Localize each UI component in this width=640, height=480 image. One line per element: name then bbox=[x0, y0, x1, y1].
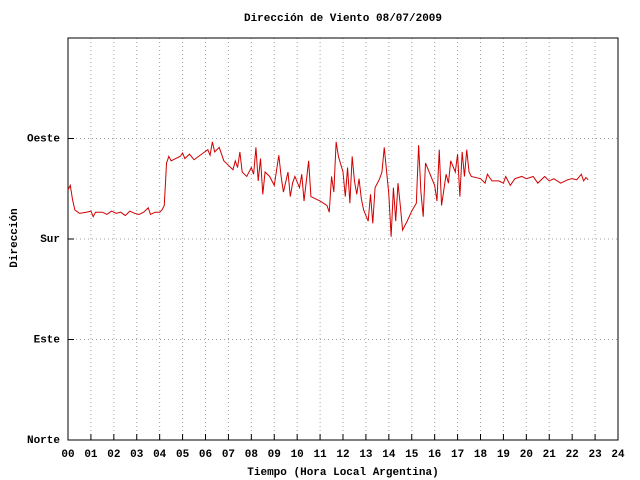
x-tick-label: 17 bbox=[451, 449, 464, 461]
x-tick-label: 21 bbox=[543, 449, 557, 461]
x-tick-label: 03 bbox=[130, 449, 144, 461]
x-tick-label: 08 bbox=[245, 449, 259, 461]
x-tick-label: 05 bbox=[176, 449, 190, 461]
x-tick-label: 00 bbox=[61, 449, 74, 461]
x-tick-label: 16 bbox=[428, 449, 441, 461]
plot-border bbox=[67, 37, 619, 441]
x-tick-label: 23 bbox=[588, 449, 602, 461]
x-tick-label: 13 bbox=[359, 449, 373, 461]
x-tick-label: 04 bbox=[153, 449, 167, 461]
x-tick-label: 11 bbox=[313, 449, 327, 461]
y-axis-label: Dirección bbox=[9, 208, 21, 267]
y-tick-label: Norte bbox=[27, 435, 60, 447]
x-tick-label: 10 bbox=[291, 449, 304, 461]
chart-title: Dirección de Viento 08/07/2009 bbox=[244, 13, 442, 25]
y-tick-label: Sur bbox=[40, 234, 60, 246]
x-tick-label: 18 bbox=[474, 449, 488, 461]
x-tick-label: 07 bbox=[222, 449, 235, 461]
x-tick-label: 20 bbox=[520, 449, 533, 461]
x-tick-label: 14 bbox=[382, 449, 396, 461]
x-tick-label: 02 bbox=[107, 449, 120, 461]
data-line bbox=[67, 141, 589, 237]
y-tick-label: Oeste bbox=[27, 133, 60, 145]
x-tick-label: 24 bbox=[611, 449, 625, 461]
x-tick-label: 06 bbox=[199, 449, 212, 461]
x-tick-label: 01 bbox=[84, 449, 98, 461]
x-tick-label: 22 bbox=[566, 449, 579, 461]
y-tick-label: Este bbox=[34, 334, 61, 346]
x-tick-label: 15 bbox=[405, 449, 419, 461]
x-tick-label: 12 bbox=[336, 449, 349, 461]
x-tick-label: 09 bbox=[268, 449, 281, 461]
x-axis-label: Tiempo (Hora Local Argentina) bbox=[247, 467, 438, 479]
x-tick-label: 19 bbox=[497, 449, 510, 461]
